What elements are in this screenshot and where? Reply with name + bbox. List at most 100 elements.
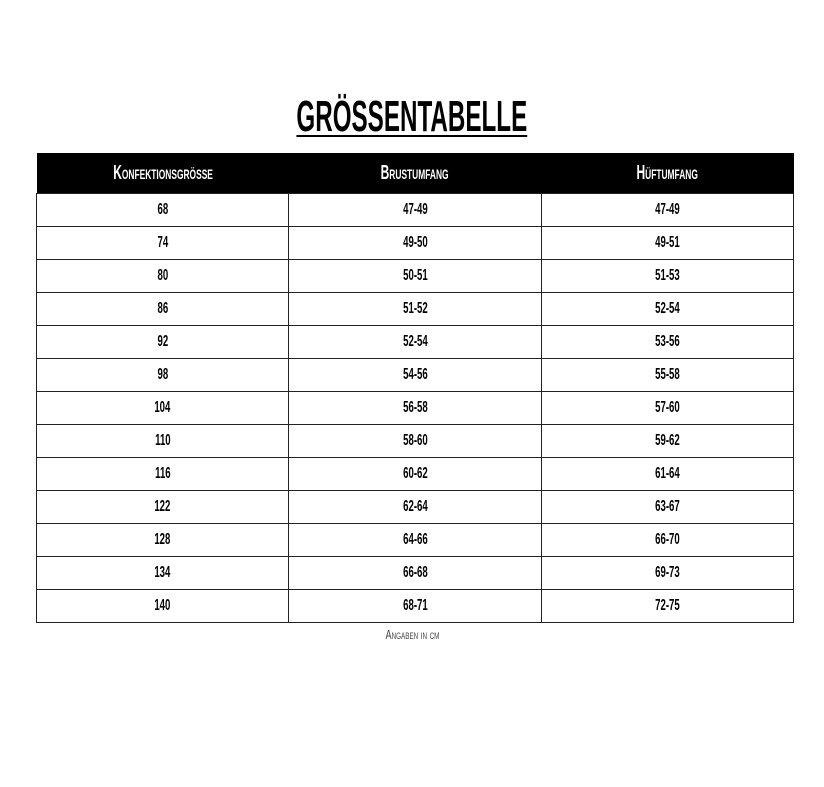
- table-row: 140 68-71 72-75: [35, 589, 795, 623]
- table-cell: 104: [35, 391, 290, 425]
- size-table: Konfektionsgröße Brustumfang Hüftumfang 68…: [35, 153, 795, 623]
- cell-value: 51-53: [655, 267, 680, 284]
- cell-value: 60-62: [402, 465, 428, 482]
- title-text: GRÖSSENTABELLE: [296, 92, 528, 141]
- table-cell: 116: [35, 457, 290, 491]
- column-header: Hüftumfang: [541, 153, 794, 194]
- table-row: 122 62-64 63-67: [35, 490, 795, 524]
- cell-value: 47-49: [655, 201, 680, 218]
- cell-value: 56-58: [402, 399, 428, 416]
- table-cell: 72-75: [540, 589, 795, 623]
- table-row: 74 49-50 49-51: [35, 226, 795, 260]
- table-cell: 66-70: [540, 523, 795, 557]
- table-cell: 49-51: [540, 226, 795, 260]
- table-row: 98 54-56 55-58: [35, 358, 795, 392]
- table-cell: 51-53: [540, 259, 795, 293]
- table-cell: 63-67: [540, 490, 795, 524]
- cell-value: 62-64: [402, 498, 428, 515]
- cell-value: 116: [154, 465, 171, 482]
- cell-value: 92: [157, 333, 169, 350]
- column-header: Konfektionsgröße: [36, 153, 289, 194]
- table-cell: 134: [35, 556, 290, 590]
- cell-value: 80: [157, 267, 169, 284]
- cell-value: 51-52: [402, 300, 428, 317]
- cell-value: 68-71: [402, 597, 428, 614]
- cell-value: 122: [154, 498, 171, 515]
- table-cell: 47-49: [288, 193, 542, 227]
- cell-value: 66-68: [402, 564, 428, 581]
- table-cell: 66-68: [288, 556, 542, 590]
- cell-value: 49-51: [655, 234, 680, 251]
- table-cell: 59-62: [540, 424, 795, 458]
- table-cell: 51-52: [288, 292, 542, 326]
- table-header-row: Konfektionsgröße Brustumfang Hüftumfang: [36, 153, 794, 194]
- cell-value: 55-58: [655, 366, 680, 383]
- cell-value: 98: [157, 366, 169, 383]
- table-cell: 98: [35, 358, 290, 392]
- cell-value: 58-60: [402, 432, 428, 449]
- cell-value: 52-54: [402, 333, 428, 350]
- cell-value: 47-49: [402, 201, 428, 218]
- table-cell: 49-50: [288, 226, 542, 260]
- cell-value: 59-62: [655, 432, 680, 449]
- table-cell: 55-58: [540, 358, 795, 392]
- table-row: 68 47-49 47-49: [35, 193, 795, 227]
- table-cell: 69-73: [540, 556, 795, 590]
- table-cell: 92: [35, 325, 290, 359]
- table-cell: 140: [35, 589, 290, 623]
- cell-value: 66-70: [655, 531, 680, 548]
- table-row: 86 51-52 52-54: [35, 292, 795, 326]
- cell-value: 63-67: [655, 498, 680, 515]
- cell-value: 50-51: [402, 267, 428, 284]
- cell-value: 52-54: [655, 300, 680, 317]
- table-row: 128 64-66 66-70: [35, 523, 795, 557]
- cell-value: 140: [154, 597, 171, 614]
- cell-value: 72-75: [655, 597, 680, 614]
- column-header-label: Brustumfang: [381, 161, 449, 184]
- table-cell: 68-71: [288, 589, 542, 623]
- cell-value: 128: [154, 531, 171, 548]
- cell-value: 57-60: [655, 399, 680, 416]
- table-row: 116 60-62 61-64: [35, 457, 795, 491]
- table-cell: 54-56: [288, 358, 542, 392]
- table-cell: 53-56: [540, 325, 795, 359]
- table-cell: 62-64: [288, 490, 542, 524]
- column-header-label: Konfektionsgröße: [112, 161, 213, 184]
- cell-value: 53-56: [655, 333, 680, 350]
- table-row: 104 56-58 57-60: [35, 391, 795, 425]
- table-cell: 86: [35, 292, 290, 326]
- table-cell: 74: [35, 226, 290, 260]
- table-row: 92 52-54 53-56: [35, 325, 795, 359]
- table-cell: 56-58: [288, 391, 542, 425]
- table-cell: 128: [35, 523, 290, 557]
- cell-value: 134: [154, 564, 171, 581]
- cell-value: 64-66: [402, 531, 428, 548]
- cell-value: 110: [154, 432, 171, 449]
- cell-value: 86: [157, 300, 169, 317]
- cell-value: 61-64: [655, 465, 680, 482]
- table-cell: 60-62: [288, 457, 542, 491]
- cell-value: 54-56: [402, 366, 428, 383]
- table-cell: 58-60: [288, 424, 542, 458]
- cell-value: 104: [154, 399, 171, 416]
- column-header-label: Hüftumfang: [636, 161, 699, 184]
- table-row: 110 58-60 59-62: [35, 424, 795, 458]
- table-cell: 52-54: [288, 325, 542, 359]
- units-note: Angaben in cm: [0, 627, 824, 642]
- table-cell: 122: [35, 490, 290, 524]
- cell-value: 49-50: [402, 234, 428, 251]
- table-cell: 80: [35, 259, 290, 293]
- table-cell: 110: [35, 424, 290, 458]
- table-cell: 50-51: [288, 259, 542, 293]
- column-header: Brustumfang: [288, 153, 542, 194]
- table-row: 80 50-51 51-53: [35, 259, 795, 293]
- units-note-text: Angaben in cm: [385, 627, 439, 642]
- page-title: GRÖSSENTABELLE: [0, 92, 824, 142]
- cell-value: 69-73: [655, 564, 680, 581]
- table-cell: 61-64: [540, 457, 795, 491]
- table-cell: 64-66: [288, 523, 542, 557]
- table-cell: 57-60: [540, 391, 795, 425]
- table-cell: 52-54: [540, 292, 795, 326]
- table-cell: 47-49: [540, 193, 795, 227]
- cell-value: 74: [157, 234, 169, 251]
